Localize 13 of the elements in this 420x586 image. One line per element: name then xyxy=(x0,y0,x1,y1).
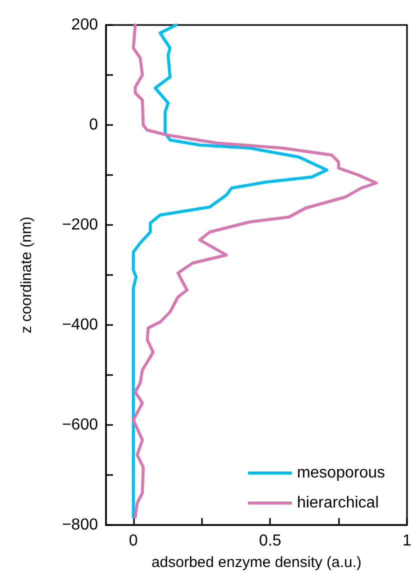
y-tick-label: 200 xyxy=(71,16,98,34)
x-axis-title: adsorbed enzyme density (a.u.) xyxy=(151,554,362,571)
x-tick-label: 0 xyxy=(128,532,138,550)
x-tick-label: 0.5 xyxy=(259,532,282,550)
y-axis-title: z coordinate (nm) xyxy=(18,216,35,334)
y-tick-label: −400 xyxy=(62,316,98,334)
x-tick-label: 1 xyxy=(402,532,412,550)
y-tick-label: 0 xyxy=(89,116,98,134)
legend-label: hierarchical xyxy=(296,494,379,512)
legend-label: mesoporous xyxy=(296,464,385,482)
y-tick-label: −200 xyxy=(62,216,98,234)
y-tick-label: −800 xyxy=(62,516,98,534)
y-tick-label: −600 xyxy=(62,416,98,434)
